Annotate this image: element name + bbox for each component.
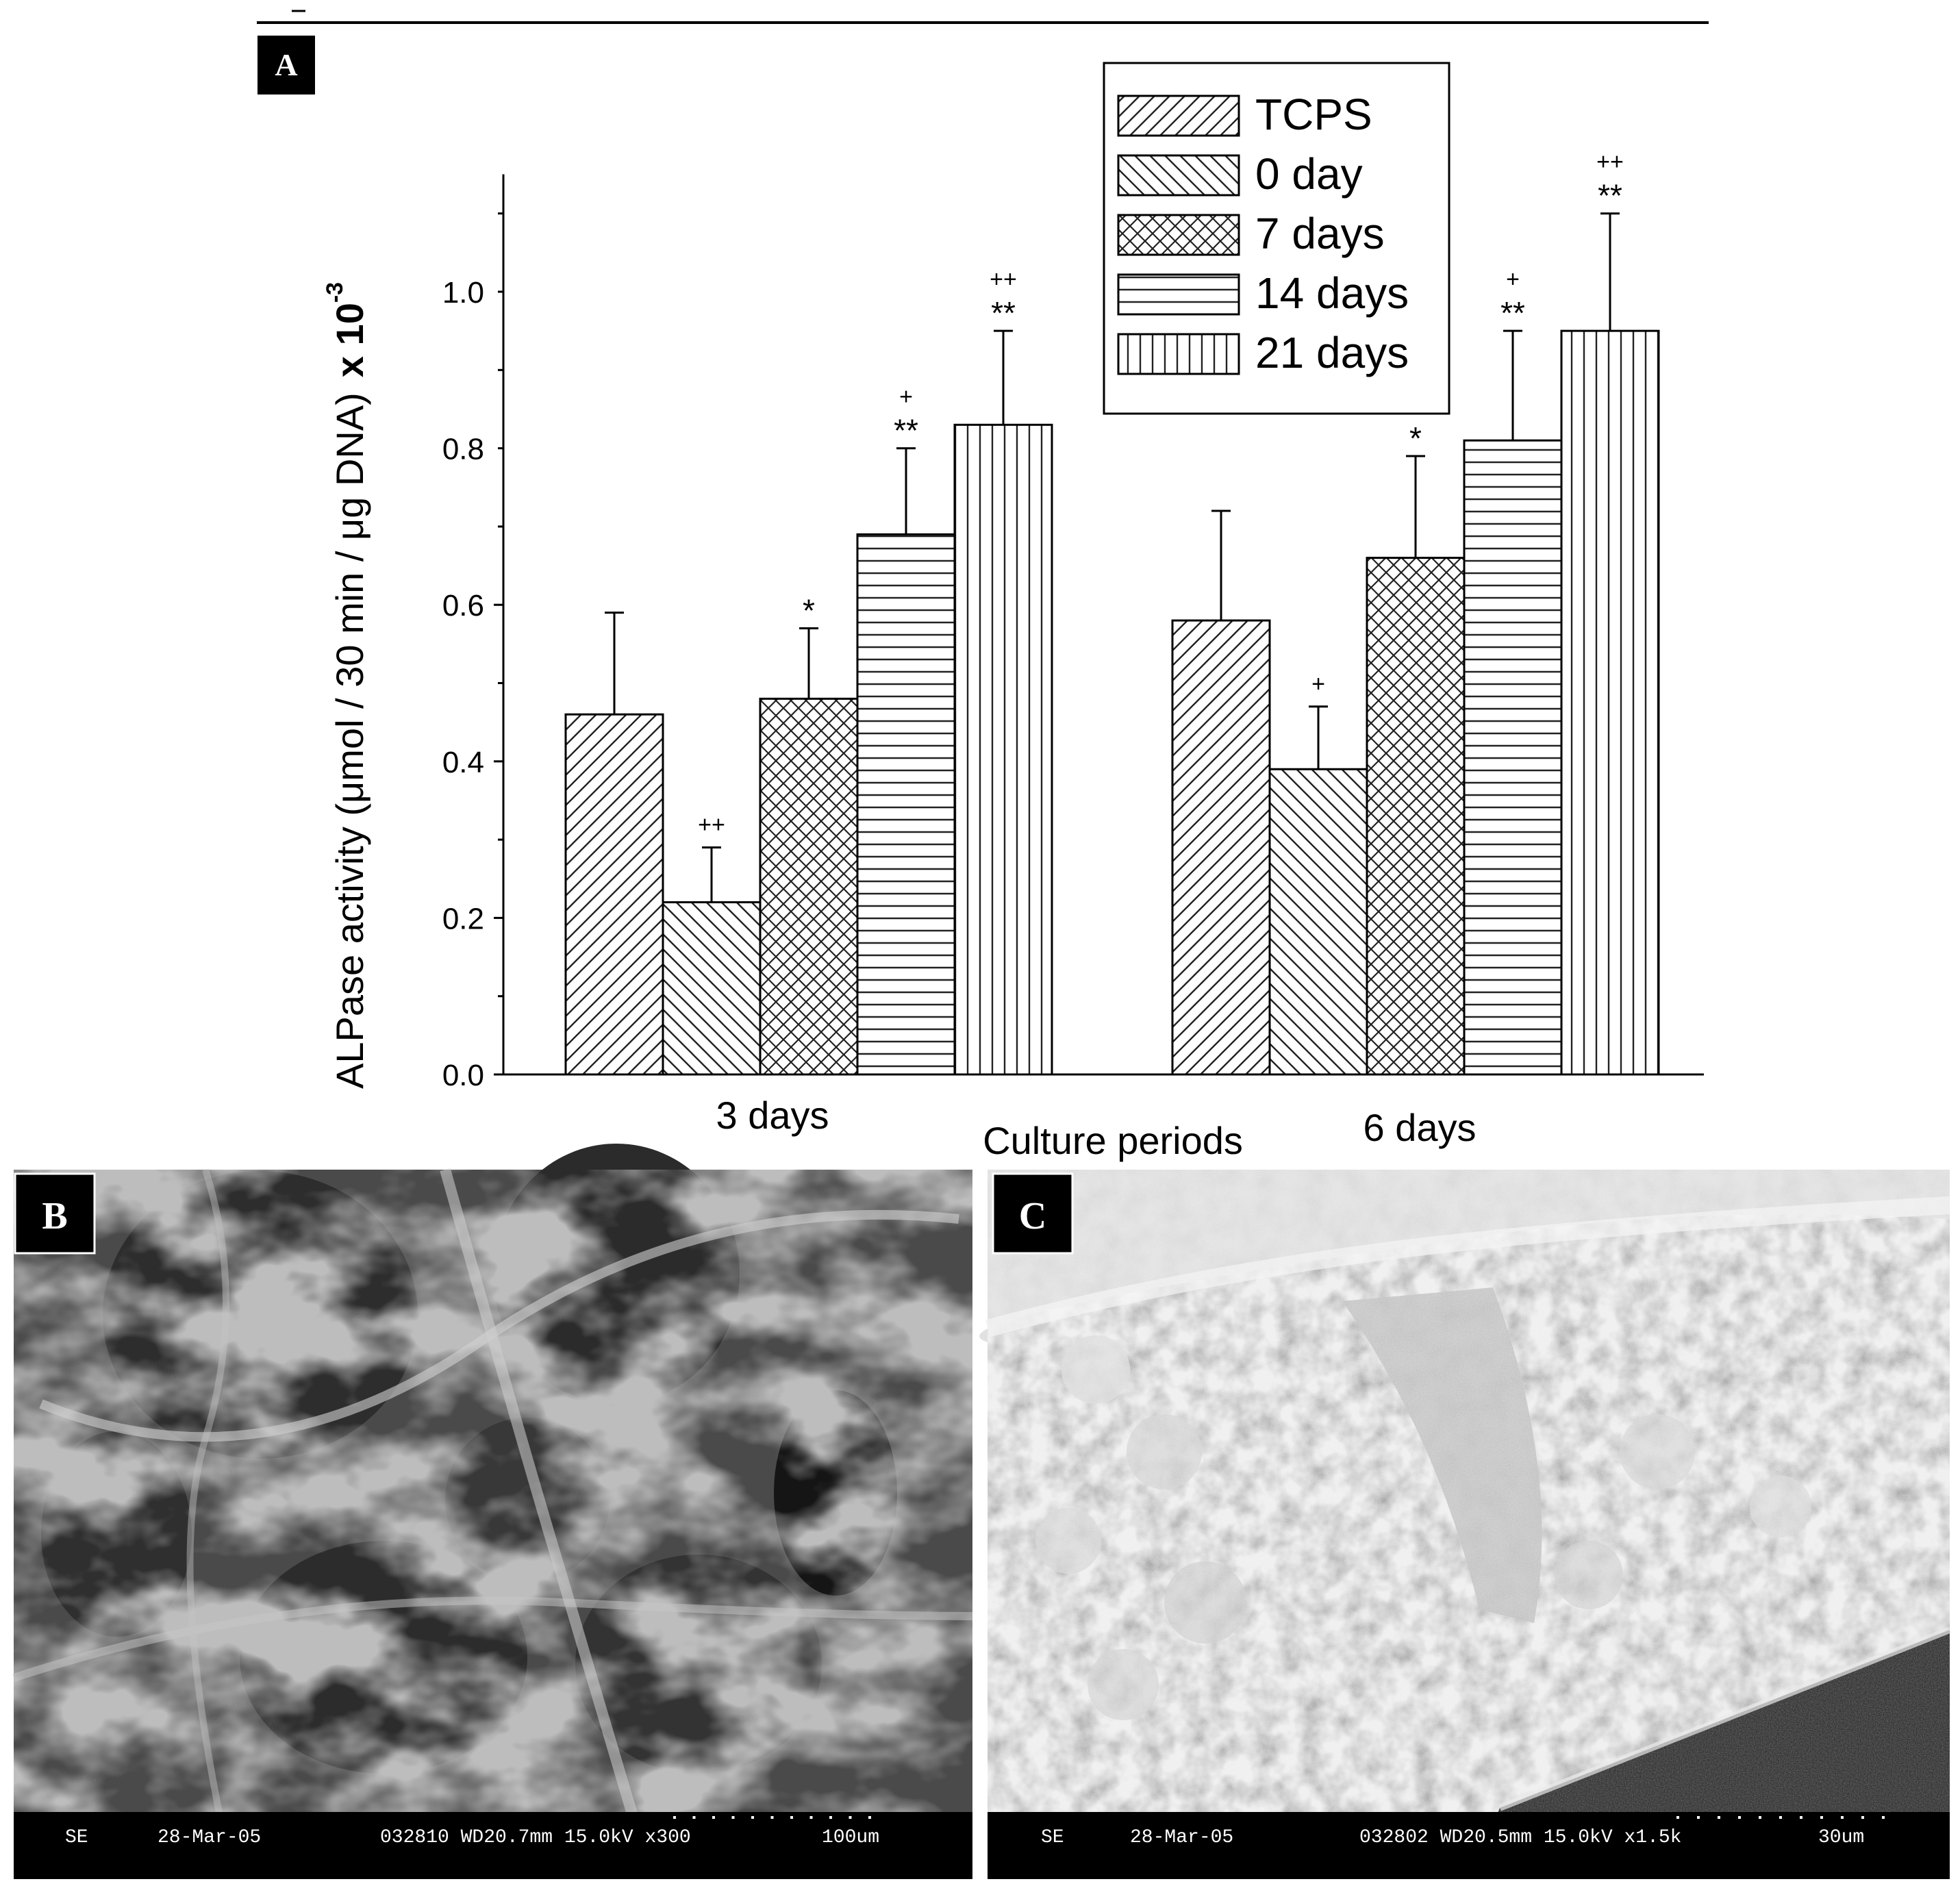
scale-dot: [712, 1816, 715, 1819]
significance-mark-top: +: [899, 384, 913, 410]
x-axis-label: Culture periods: [983, 1119, 1243, 1162]
micrograph-b-info: 032810 WD20.7mm 15.0kV x300: [380, 1827, 691, 1848]
micrograph-c-info-bar: [988, 1812, 1950, 1879]
scale-dot: [1882, 1816, 1885, 1819]
scale-dot: [1718, 1816, 1720, 1819]
x-category-label: 3 days: [716, 1094, 829, 1137]
scale-dot: [1738, 1816, 1741, 1819]
error-bars: [605, 212, 1620, 903]
significance-mark-top: ++: [990, 266, 1017, 292]
legend-swatch: [1117, 154, 1240, 197]
bar: [662, 901, 762, 1076]
significance-mark: *: [1409, 420, 1422, 456]
legend-label: TCPS: [1255, 90, 1372, 139]
significance-mark: **: [1598, 178, 1622, 214]
scale-dot: [673, 1816, 676, 1819]
scale-dot: [1779, 1816, 1782, 1819]
panel-c-tag: C: [992, 1172, 1074, 1255]
micrograph-c-image: [979, 1170, 1951, 1879]
bar: [1171, 619, 1271, 1076]
scale-dot: [731, 1816, 735, 1819]
panel-b-tag-box: [14, 1172, 96, 1255]
legend-label: 7 days: [1255, 209, 1385, 258]
micrograph-c-date: 28-Mar-05: [1130, 1827, 1233, 1848]
scale-dot: [692, 1816, 696, 1819]
panel-a-tag: A: [257, 36, 315, 95]
significance-mark: **: [991, 295, 1016, 331]
scale-dot: [1759, 1816, 1761, 1819]
panel-a-tag-box: [257, 36, 315, 95]
x-category-label: 6 days: [1364, 1106, 1477, 1149]
y-axis-label: ALPase activity (μmol / 30 min / μg DNA)…: [322, 282, 371, 1089]
bar: [856, 533, 956, 1076]
panel-c: C SE 28-Mar-05 032802 WD20.5mm 15.0kV x1…: [979, 1170, 1951, 1879]
bar: [1366, 557, 1466, 1076]
y-tick-label: 1.0: [442, 276, 484, 310]
scale-dot: [1800, 1816, 1802, 1819]
micrograph-c-info: 032802 WD20.5mm 15.0kV x1.5k: [1359, 1827, 1681, 1848]
legend-swatch: [1117, 214, 1240, 256]
bar: [1560, 329, 1660, 1076]
scale-dot: [1676, 1816, 1679, 1819]
scale-dot: [809, 1816, 813, 1819]
bar: [1463, 439, 1563, 1076]
significance-mark-top: +: [1506, 266, 1520, 292]
y-tick-label: 0.6: [442, 589, 484, 622]
bar: [759, 697, 859, 1076]
micrograph-b-scale-bar: [673, 1816, 871, 1819]
bars: [564, 329, 1660, 1076]
significance-marks: +++****+**+**++**++: [698, 149, 1624, 838]
significance-mark: *: [803, 592, 815, 628]
y-tick-label: 0.4: [442, 746, 484, 779]
scale-dot: [1697, 1816, 1700, 1819]
micrograph-b-detector: SE: [65, 1827, 88, 1848]
panel-b-tag: B: [14, 1172, 96, 1255]
scale-dot: [868, 1816, 871, 1819]
bar: [564, 713, 664, 1076]
scale-dot: [751, 1816, 754, 1819]
y-axis: 0.0 0.2 0.4 0.6 0.8 1.0: [442, 174, 505, 1092]
scale-dot: [1841, 1816, 1844, 1819]
legend-swatch: [1117, 333, 1240, 375]
y-tick-label: 0.2: [442, 902, 484, 935]
legend: TCPS 0 day 7 days 14 days 21 days: [1103, 62, 1450, 415]
micrograph-c-scale: 30um: [1818, 1827, 1864, 1848]
significance-mark: ++: [698, 812, 725, 838]
legend-swatch: [1117, 95, 1240, 137]
significance-mark: **: [894, 413, 918, 449]
panel-a-label: A: [275, 47, 297, 82]
micrograph-b-scale: 100um: [822, 1827, 879, 1848]
significance-mark: +: [1311, 671, 1325, 697]
legend-label: 21 days: [1255, 328, 1409, 377]
significance-mark-top: ++: [1596, 149, 1624, 175]
legend-items: TCPS 0 day 7 days 14 days 21 days: [1117, 90, 1409, 377]
legend-label: 0 day: [1255, 149, 1363, 199]
micrograph-b-info-bar: [14, 1812, 972, 1879]
scale-dot: [849, 1816, 852, 1819]
bar-chart: 0.00.20.40.60.81.0 3 days 6 days +++****+…: [322, 62, 1704, 1162]
y-tick-label: 0.0: [442, 1059, 484, 1092]
legend-swatch: [1117, 273, 1240, 316]
scale-dot: [1820, 1816, 1823, 1819]
scale-dot: [790, 1816, 793, 1819]
legend-label: 14 days: [1255, 268, 1409, 318]
micrograph-c-scale-bar: [1676, 1816, 1885, 1819]
bar: [953, 423, 1053, 1076]
bar: [1268, 768, 1368, 1076]
scale-dot: [1861, 1816, 1864, 1819]
panel-b-label: B: [42, 1195, 67, 1237]
micrograph-b-date: 28-Mar-05: [158, 1827, 261, 1848]
panel-c-label: C: [1019, 1195, 1046, 1237]
y-tick-label: 0.8: [442, 433, 484, 466]
scale-dot: [770, 1816, 774, 1819]
micrograph-b-image: [12, 1144, 973, 1879]
panel-c-tag-box: [992, 1172, 1074, 1255]
panel-b: B SE 28-Mar-05 032810 WD20.7mm 15.0kV x3…: [12, 1144, 973, 1879]
scale-dot: [829, 1816, 832, 1819]
micrograph-c-detector: SE: [1041, 1827, 1064, 1848]
significance-mark: **: [1500, 295, 1525, 331]
